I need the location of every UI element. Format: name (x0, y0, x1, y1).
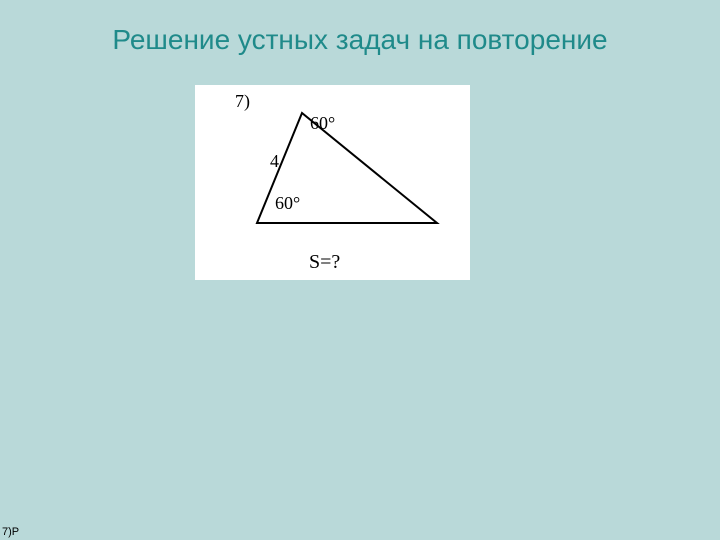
slide-title: Решение устных задач на повторение (0, 24, 720, 56)
angle-top-label: 60° (310, 113, 335, 134)
angle-bottom-label: 60° (275, 193, 300, 214)
question-label: S=? (309, 251, 340, 274)
slide: Решение устных задач на повторение 7) 60… (0, 0, 720, 540)
figure-box: 7) 60° 60° 4 S=? (195, 85, 470, 280)
footer-text: 7)P (2, 526, 19, 538)
side-label: 4 (270, 151, 279, 172)
